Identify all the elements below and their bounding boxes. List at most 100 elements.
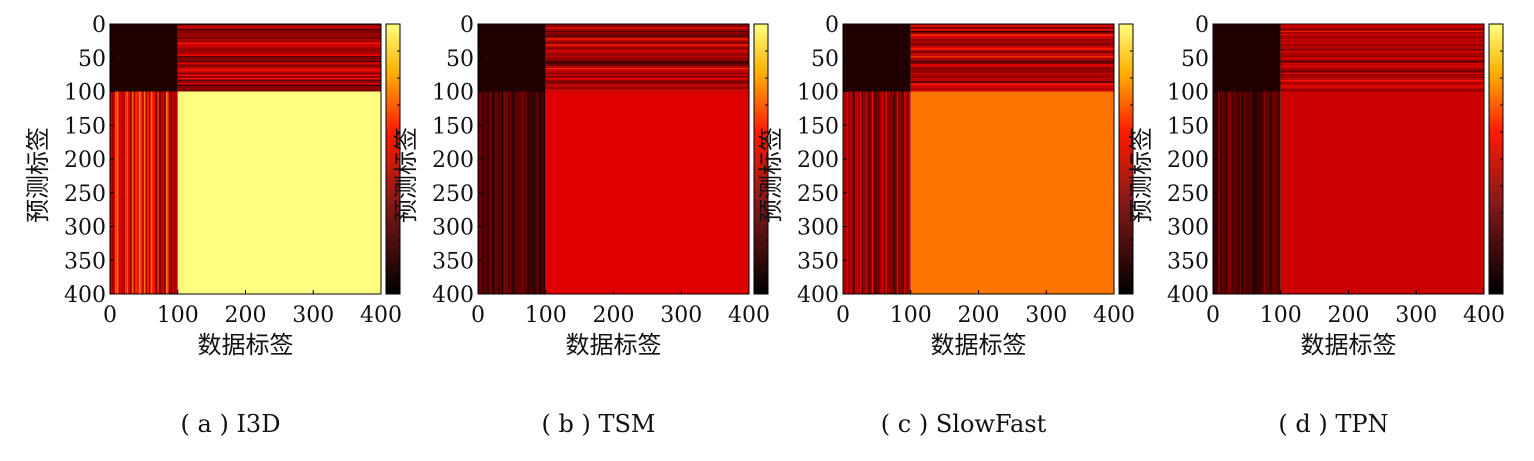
heatmap-stripe <box>910 40 1114 43</box>
heatmap-stripe <box>876 91 879 294</box>
heatmap-stripe <box>1218 91 1220 294</box>
heatmap-stripe <box>528 91 531 294</box>
panel-caption: ( d ) TPN <box>1278 410 1388 438</box>
heatmap-stripe <box>1277 91 1279 294</box>
heatmap-stripe <box>883 91 885 294</box>
heatmap-stripe <box>910 83 1114 85</box>
x-tick-label: 0 <box>471 303 485 328</box>
heatmap-stripe <box>1280 24 1484 26</box>
heatmap-stripe <box>910 25 1114 27</box>
heatmap-stripe <box>1280 49 1484 51</box>
heatmap-stripe <box>157 91 159 294</box>
heatmap-stripe <box>865 91 866 294</box>
heatmap-stripe <box>1280 27 1484 29</box>
heatmap-stripe <box>545 35 749 38</box>
y-tick-label: 100 <box>64 81 106 106</box>
y-axis-label: 预测标签 <box>1127 127 1155 223</box>
heatmap-stripe <box>868 91 870 294</box>
y-tick-label: 50 <box>78 47 106 72</box>
heatmap-stripe <box>522 91 524 294</box>
heatmap-stripe <box>177 72 381 75</box>
heatmap-stripe <box>533 91 536 294</box>
heatmap-stripe <box>545 42 749 44</box>
heatmap-stripe <box>169 91 171 294</box>
heatmap-stripe <box>520 91 522 294</box>
heatmap-stripe <box>849 91 852 294</box>
heatmap-stripe <box>878 91 881 294</box>
heatmap-stripe <box>861 91 863 294</box>
heatmap-stripe <box>481 91 484 294</box>
x-tick-label: 200 <box>593 303 635 328</box>
heatmap-stripe <box>858 91 860 294</box>
heatmap-stripe <box>871 91 874 294</box>
heatmap-stripe <box>545 88 749 90</box>
y-tick-label: 50 <box>811 47 839 72</box>
heatmap-stripe <box>123 91 125 294</box>
heatmap-stripe <box>1280 83 1484 85</box>
heatmap-stripe <box>130 91 132 294</box>
heatmap-stripe <box>491 91 493 294</box>
x-tick-label: 400 <box>1093 303 1135 328</box>
x-tick-label: 400 <box>728 303 770 328</box>
heatmap-stripe <box>508 91 510 294</box>
heatmap-stripe <box>1280 44 1484 46</box>
heatmap-cell-bottom-right <box>1280 91 1484 294</box>
heatmap-stripe <box>880 91 882 294</box>
y-axis-label: 预测标签 <box>24 127 52 223</box>
heatmap-stripe <box>483 91 485 294</box>
x-axis-label: 数据标签 <box>566 331 662 359</box>
heatmap-stripe <box>515 91 517 294</box>
heatmap-stripe <box>1273 91 1276 294</box>
heatmap-stripe <box>1280 57 1484 59</box>
heatmap-stripe <box>1241 91 1244 294</box>
heatmap-stripe <box>484 91 486 294</box>
heatmap-stripe <box>137 91 139 294</box>
heatmap-stripe <box>545 61 749 63</box>
heatmap-stripe <box>545 34 749 36</box>
heatmap-stripe <box>545 78 749 80</box>
heatmap-stripe <box>903 91 905 294</box>
heatmap-stripe <box>1270 91 1272 294</box>
y-tick-label: 150 <box>1167 114 1209 139</box>
y-tick-label: 0 <box>92 13 106 38</box>
heatmap-stripe <box>545 27 749 29</box>
y-axis-label: 预测标签 <box>392 127 420 223</box>
heatmap-stripe <box>1280 74 1484 76</box>
heatmap-stripe <box>1279 91 1281 294</box>
x-tick-label: 200 <box>1328 303 1370 328</box>
heatmap-stripe <box>544 91 546 294</box>
heatmap-stripe <box>545 79 749 81</box>
heatmap-stripe <box>1263 91 1266 294</box>
y-tick-label: 250 <box>1167 182 1209 207</box>
y-tick-label: 0 <box>1195 13 1209 38</box>
heatmap-stripe <box>866 91 868 294</box>
heatmap-stripe <box>893 91 896 294</box>
x-tick-label: 0 <box>103 303 117 328</box>
heatmap-stripe <box>905 91 907 294</box>
heatmap-stripe <box>910 29 1114 31</box>
y-axis-label: 预测标签 <box>757 127 785 223</box>
heatmap-stripe <box>527 91 529 294</box>
heatmap-stripe <box>1255 91 1257 294</box>
heatmap-stripe <box>535 91 537 294</box>
heatmap-stripe <box>859 91 862 294</box>
heatmap-stripe <box>910 62 1114 64</box>
heatmap-stripe <box>1275 91 1278 294</box>
heatmap-stripe <box>1248 91 1250 294</box>
heatmap-stripe <box>1280 37 1484 39</box>
heatmap-stripe <box>885 91 887 294</box>
heatmap-stripe <box>177 30 381 32</box>
heatmap-cell-bottom-right <box>545 91 749 294</box>
heatmap-stripe <box>513 91 515 294</box>
heatmap-stripe <box>1280 86 1484 88</box>
heatmap-stripe <box>155 91 158 294</box>
heatmap-stripe <box>910 64 1114 66</box>
x-tick-label: 100 <box>1260 303 1302 328</box>
heatmap-stripe <box>488 91 490 294</box>
heatmap-stripe <box>1223 91 1224 294</box>
heatmap-stripe <box>116 91 119 294</box>
heatmap-stripe <box>910 59 1114 61</box>
